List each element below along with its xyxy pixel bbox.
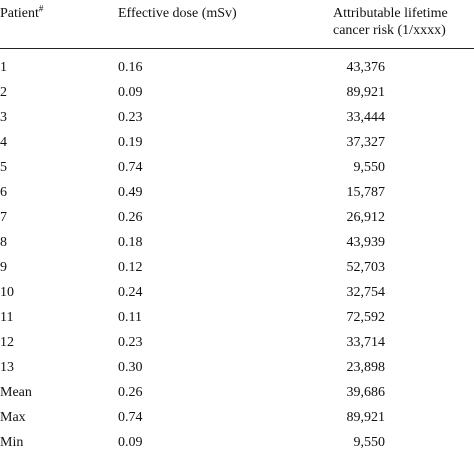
dose-cell: 0.23 bbox=[118, 335, 143, 350]
patient-cell: 1 bbox=[0, 60, 7, 75]
table-row: 4 0.19 37,327 bbox=[0, 130, 474, 155]
patient-cell: 6 bbox=[0, 185, 7, 200]
patient-cell: 8 bbox=[0, 235, 7, 250]
risk-cell: 9,550 bbox=[353, 160, 386, 175]
dose-cell: 0.24 bbox=[118, 285, 143, 300]
risk-cell: 33,444 bbox=[346, 110, 386, 125]
table-row: 2 0.09 89,921 bbox=[0, 80, 474, 105]
risk-cell: 15,787 bbox=[346, 185, 386, 200]
header-patient: Patient# bbox=[0, 3, 44, 22]
risk-cell: 89,921 bbox=[346, 85, 386, 100]
table-body: 1 0.16 43,376 2 0.09 89,921 3 0.23 33,444 4 0.19 37… bbox=[0, 49, 474, 455]
dose-cell: 0.30 bbox=[118, 360, 143, 375]
header-cancer-risk-line2: cancer risk (1/xxxx) bbox=[333, 23, 446, 38]
table-row: 12 0.23 33,714 bbox=[0, 330, 474, 355]
patient-cell: 13 bbox=[0, 360, 14, 375]
patient-cell: 11 bbox=[0, 310, 14, 325]
dose-cell: 0.11 bbox=[118, 310, 142, 325]
risk-cell: 52,703 bbox=[346, 260, 386, 275]
risk-cell: 89,921 bbox=[346, 410, 386, 425]
dose-cell: 0.16 bbox=[118, 60, 143, 75]
table-row: 3 0.23 33,444 bbox=[0, 105, 474, 130]
dose-cell: 0.09 bbox=[118, 85, 143, 100]
dose-cell: 0.23 bbox=[118, 110, 143, 125]
dose-cell: 0.12 bbox=[118, 260, 143, 275]
risk-cell: 32,754 bbox=[346, 285, 386, 300]
patient-cell: 9 bbox=[0, 260, 7, 275]
table-row: 1 0.16 43,376 bbox=[0, 55, 474, 80]
table-row: Min 0.09 9,550 bbox=[0, 430, 474, 455]
table-row: 9 0.12 52,703 bbox=[0, 255, 474, 280]
table-row: 7 0.26 26,912 bbox=[0, 205, 474, 230]
table-row: Max 0.74 89,921 bbox=[0, 405, 474, 430]
header-cancer-risk-line1: Attributable lifetime bbox=[333, 6, 448, 21]
patient-cell: 4 bbox=[0, 135, 7, 150]
patient-cell: Mean bbox=[0, 385, 32, 400]
header-effective-dose: Effective dose (mSv) bbox=[118, 6, 237, 21]
table-row: 13 0.30 23,898 bbox=[0, 355, 474, 380]
risk-cell: 37,327 bbox=[346, 135, 386, 150]
dose-cell: 0.26 bbox=[118, 385, 143, 400]
dose-cell: 0.49 bbox=[118, 185, 143, 200]
dose-cell: 0.74 bbox=[118, 160, 143, 175]
table-row: 10 0.24 32,754 bbox=[0, 280, 474, 305]
patient-cell: Max bbox=[0, 410, 26, 425]
header-patient-footnote-mark: # bbox=[38, 3, 44, 14]
header-patient-label: Patient bbox=[0, 6, 39, 21]
risk-cell: 23,898 bbox=[346, 360, 386, 375]
dose-cell: 0.09 bbox=[118, 435, 143, 450]
table-row: 8 0.18 43,939 bbox=[0, 230, 474, 255]
table-row: Mean 0.26 39,686 bbox=[0, 380, 474, 405]
patient-cell: 12 bbox=[0, 335, 14, 350]
table-header: Patient# Effective dose (mSv) Attributab… bbox=[0, 0, 474, 49]
dose-cell: 0.26 bbox=[118, 210, 143, 225]
risk-cell: 43,939 bbox=[346, 235, 386, 250]
risk-cell: 43,376 bbox=[346, 60, 386, 75]
patient-cell: 5 bbox=[0, 160, 7, 175]
patient-cell: Min bbox=[0, 435, 24, 450]
patient-cell: 10 bbox=[0, 285, 14, 300]
table-row: 6 0.49 15,787 bbox=[0, 180, 474, 205]
risk-cell: 9,550 bbox=[353, 435, 386, 450]
patient-cell: 7 bbox=[0, 210, 7, 225]
risk-cell: 33,714 bbox=[346, 335, 386, 350]
dose-cell: 0.19 bbox=[118, 135, 143, 150]
patient-cell: 2 bbox=[0, 85, 7, 100]
risk-cell: 39,686 bbox=[346, 385, 386, 400]
risk-cell: 72,592 bbox=[346, 310, 386, 325]
header-cancer-risk: Attributable lifetime cancer risk (1/xxx… bbox=[333, 5, 448, 39]
patient-cell: 3 bbox=[0, 110, 7, 125]
dose-cell: 0.74 bbox=[118, 410, 143, 425]
table-row: 11 0.11 72,592 bbox=[0, 305, 474, 330]
table-row: 5 0.74 9,550 bbox=[0, 155, 474, 180]
risk-cell: 26,912 bbox=[346, 210, 386, 225]
dose-cell: 0.18 bbox=[118, 235, 143, 250]
